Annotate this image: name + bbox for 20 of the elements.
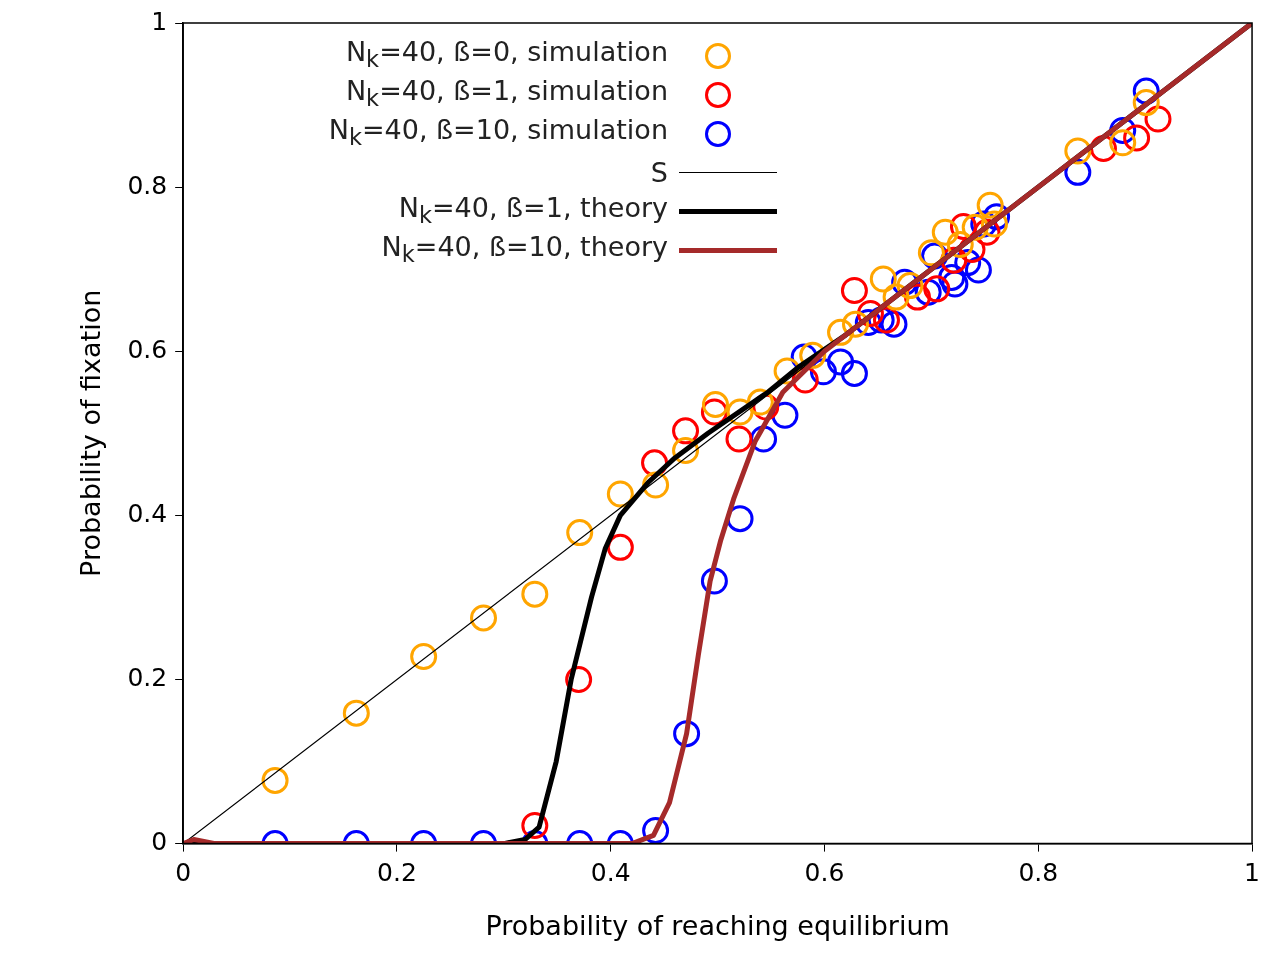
- y-tick-label: 0.4: [127, 498, 168, 528]
- y-tick-label: 0.2: [127, 662, 168, 692]
- y-tick-label: 0.6: [127, 334, 168, 364]
- x-tick-label: 0: [175, 858, 192, 888]
- legend-label: N$_{k}$=40, ß=1, simulation: [345, 74, 668, 112]
- x-tick-label: 0.4: [590, 858, 631, 888]
- x-tick-label: 0.2: [377, 858, 417, 888]
- x-tick-label: 1: [1244, 858, 1260, 888]
- x-tick-label: 0.8: [1018, 858, 1059, 888]
- legend-label: S: [649, 156, 668, 190]
- legend-label: N$_{k}$=40, ß=0, simulation: [345, 35, 668, 73]
- y-tick-label: 0: [151, 827, 168, 857]
- y-tick-label: 0.8: [127, 170, 168, 200]
- legend-label: N$_{k}$=40, ß=1, theory: [398, 191, 668, 229]
- legend-label: N$_{k}$=40, ß=10, simulation: [327, 112, 668, 153]
- legend-label: N$_{k}$=40, ß=10, theory: [380, 229, 668, 270]
- x-axis-title: Probability of reaching equilibrium: [485, 909, 950, 941]
- y-tick-label: 1: [151, 6, 168, 36]
- y-axis-title: Probability of fixation: [75, 289, 107, 577]
- x-tick-label: 0.6: [804, 858, 845, 888]
